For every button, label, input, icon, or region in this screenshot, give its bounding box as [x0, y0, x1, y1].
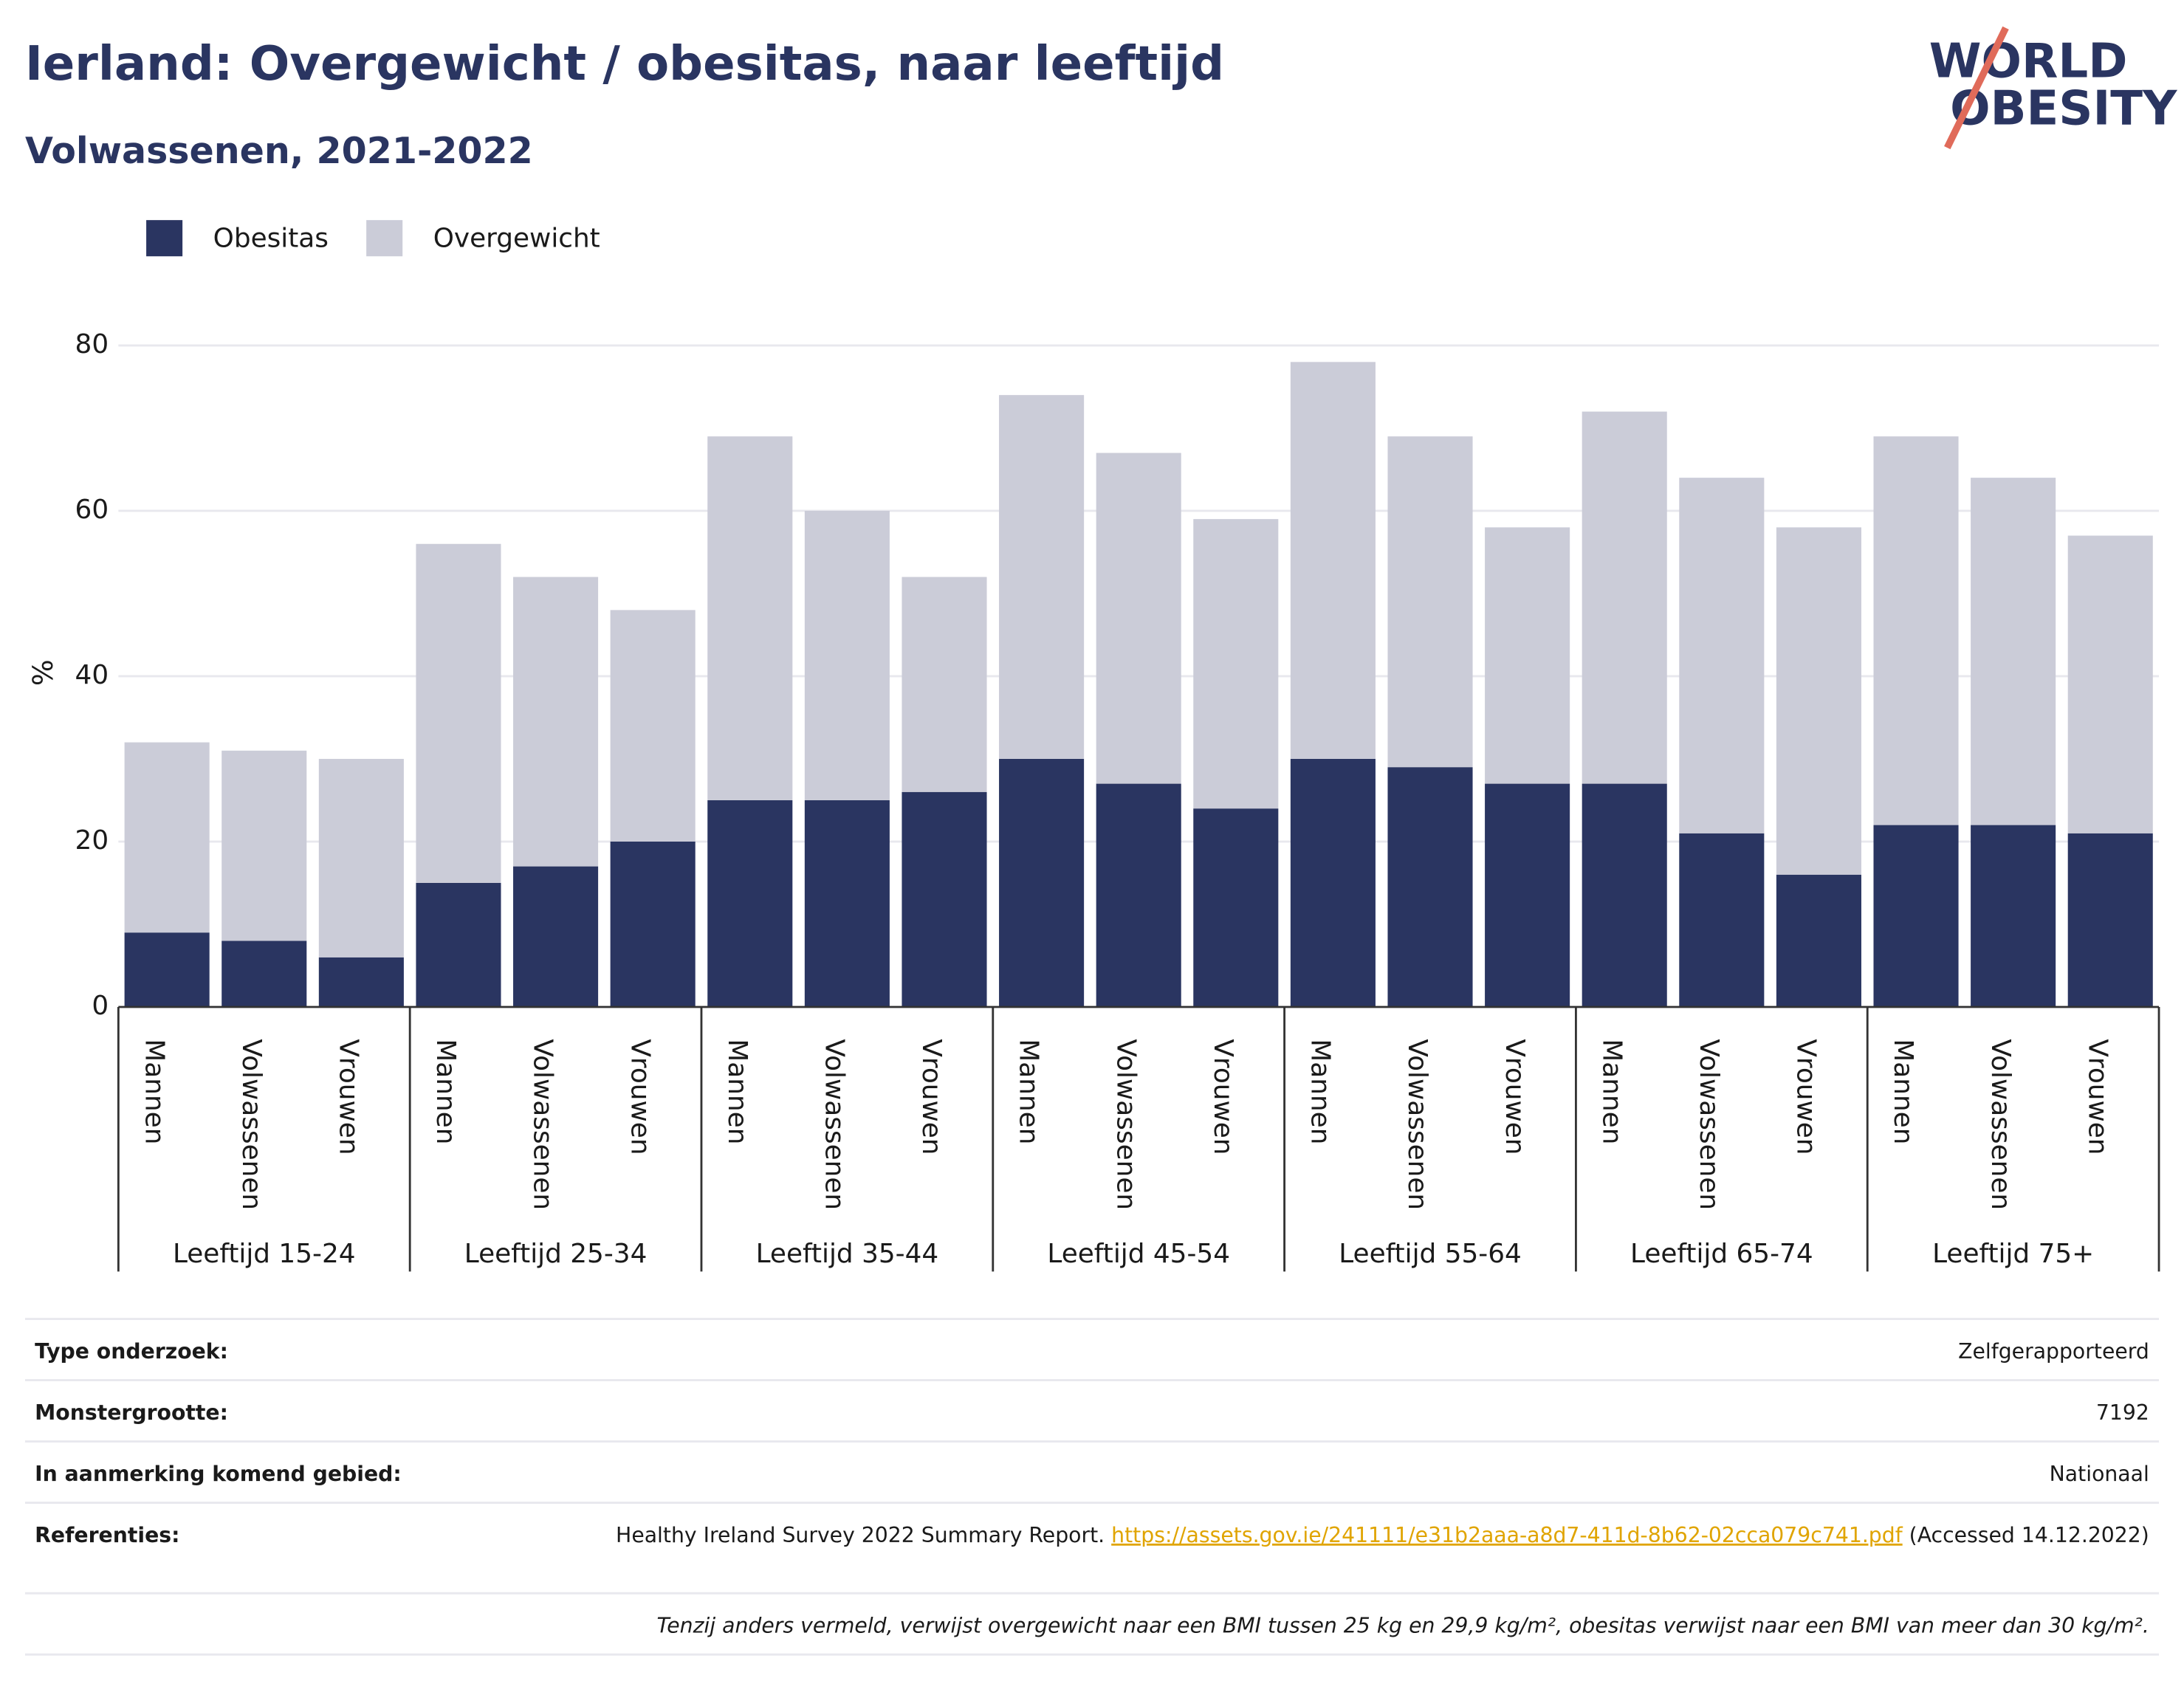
row-label: Referenties: — [35, 1523, 179, 1547]
bar — [1776, 527, 1861, 875]
x-tick-label: Volwassenen — [820, 1039, 850, 1210]
bar — [804, 510, 890, 800]
x-tick-label: Vrouwen — [1500, 1039, 1530, 1155]
x-tick-label: Mannen — [1888, 1039, 1918, 1144]
group-label: Leeftijd 55-64 — [1339, 1239, 1522, 1269]
logo: WORLD OBESITY — [1929, 26, 2178, 150]
x-tick-label: Vrouwen — [333, 1039, 363, 1155]
legend-swatch — [366, 220, 403, 257]
x-tick-label: Vrouwen — [2082, 1039, 2112, 1155]
bar — [1873, 436, 1959, 825]
bar — [804, 800, 890, 1008]
y-tick-label: 60 — [75, 495, 109, 525]
bar — [707, 436, 793, 800]
bar — [999, 758, 1085, 1008]
bar — [513, 577, 599, 867]
x-tick-label: Mannen — [139, 1039, 169, 1144]
footnote: Tenzij anders vermeld, verwijst overgewi… — [656, 1613, 2149, 1637]
bar — [222, 941, 307, 1008]
y-tick-label: 20 — [75, 825, 109, 856]
x-tick-label: Vrouwen — [625, 1039, 655, 1155]
bar — [1582, 411, 1667, 784]
bar — [1485, 783, 1570, 1008]
logo-slash — [1944, 26, 2009, 150]
bar — [1679, 833, 1765, 1008]
bar — [1290, 758, 1376, 1008]
bar — [610, 610, 696, 842]
bar — [124, 932, 210, 1008]
bar — [1582, 783, 1667, 1008]
y-tick-label: 0 — [92, 991, 109, 1021]
bar — [318, 957, 404, 1008]
legend-label: Obesitas — [213, 224, 329, 254]
x-tick-label: Volwassenen — [1110, 1039, 1141, 1210]
x-tick-label: Volwassenen — [1402, 1039, 1432, 1210]
x-tick-label: Volwassenen — [1985, 1039, 2016, 1210]
x-tick-label: Mannen — [1305, 1039, 1336, 1144]
logo-text: WORLD — [1929, 33, 2128, 89]
x-tick-label: Mannen — [722, 1039, 752, 1144]
group-label: Leeftijd 65-74 — [1630, 1239, 1813, 1269]
bar — [124, 742, 210, 933]
legend-swatch — [146, 220, 183, 257]
bar — [610, 841, 696, 1008]
chart-subtitle: Volwassenen, 2021-2022 — [25, 129, 533, 172]
group-label: Leeftijd 35-44 — [756, 1239, 939, 1269]
row-value: Zelfgerapporteerd — [1958, 1339, 2149, 1364]
x-tick-label: Volwassenen — [236, 1039, 267, 1210]
bar — [902, 791, 987, 1008]
y-tick-label: 80 — [75, 329, 109, 360]
bar — [1387, 767, 1473, 1008]
x-tick-label: Volwassenen — [1694, 1039, 1724, 1210]
bar — [1193, 519, 1279, 809]
chart-title: Ierland: Overgewicht / obesitas, naar le… — [25, 36, 1224, 92]
logo-text: OBESITY — [1950, 81, 2178, 137]
reference-text: Healthy Ireland Survey 2022 Summary Repo… — [616, 1523, 1105, 1547]
row-value: 7192 — [2096, 1400, 2149, 1425]
bar — [2067, 833, 2153, 1008]
x-tick-label: Vrouwen — [916, 1039, 947, 1155]
bar — [222, 750, 307, 941]
x-tick-label: Vrouwen — [1791, 1039, 1821, 1155]
x-tick-label: Mannen — [1596, 1039, 1627, 1144]
y-tick-label: 40 — [75, 660, 109, 690]
bar — [1387, 436, 1473, 768]
row-label: Type onderzoek: — [35, 1339, 228, 1364]
row-label: Monstergrootte: — [35, 1400, 228, 1425]
bar — [1679, 478, 1765, 833]
bar — [902, 577, 987, 792]
bar — [513, 866, 599, 1008]
x-tick-label: Mannen — [1014, 1039, 1044, 1144]
bar — [318, 758, 404, 957]
group-label: Leeftijd 15-24 — [173, 1239, 356, 1269]
bar — [416, 882, 501, 1008]
group-label: Leeftijd 75+ — [1932, 1239, 2094, 1269]
bar — [707, 800, 793, 1008]
x-tick-label: Vrouwen — [1208, 1039, 1238, 1155]
references: Healthy Ireland Survey 2022 Summary Repo… — [616, 1523, 2149, 1547]
y-axis-label: % — [27, 659, 59, 686]
row-label: In aanmerking komend gebied: — [35, 1462, 402, 1486]
bar — [1096, 783, 1181, 1008]
bar — [1776, 874, 1861, 1008]
bar — [1193, 808, 1279, 1008]
bar — [999, 395, 1085, 759]
bar — [2067, 535, 2153, 833]
reference-link[interactable]: https://assets.gov.ie/241111/e31b2aaa-a8… — [1111, 1523, 1903, 1547]
bar — [1096, 453, 1181, 784]
bar — [1971, 825, 2056, 1008]
row-value: Nationaal — [2050, 1462, 2149, 1486]
bar — [1290, 362, 1376, 759]
group-label: Leeftijd 45-54 — [1047, 1239, 1230, 1269]
legend-label: Overgewicht — [433, 224, 600, 254]
bar — [1485, 527, 1570, 784]
group-label: Leeftijd 25-34 — [464, 1239, 648, 1269]
x-tick-label: Volwassenen — [528, 1039, 558, 1210]
bar — [1971, 478, 2056, 825]
bar — [416, 543, 501, 883]
bar — [1873, 825, 1959, 1008]
x-tick-label: Mannen — [430, 1039, 461, 1144]
reference-accessed: (Accessed 14.12.2022) — [1909, 1523, 2149, 1547]
